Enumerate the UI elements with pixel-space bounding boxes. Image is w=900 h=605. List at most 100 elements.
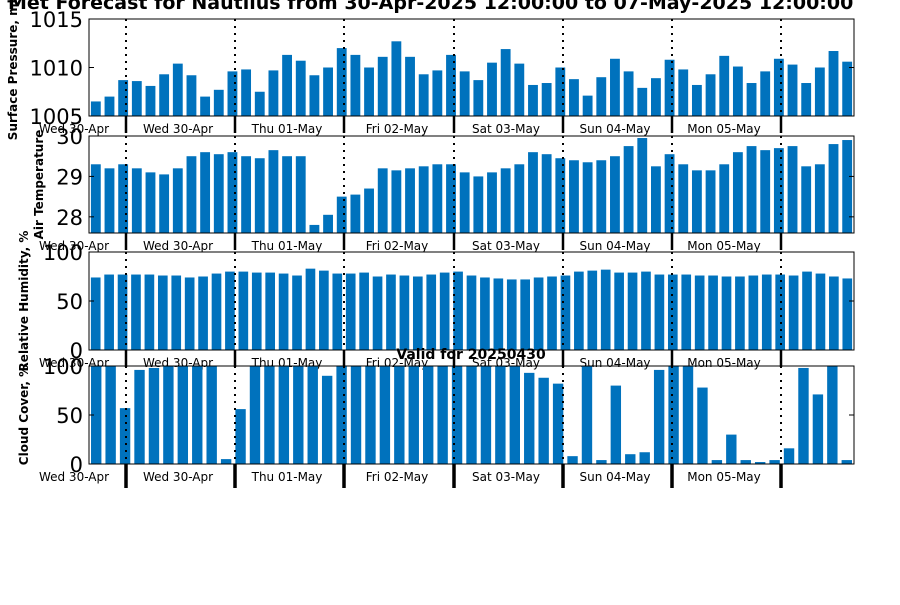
- bar: [773, 148, 784, 233]
- bar: [145, 172, 156, 233]
- bar: [667, 274, 678, 350]
- bar: [225, 271, 235, 350]
- bar: [814, 67, 825, 116]
- bar: [391, 41, 402, 117]
- bar: [726, 434, 737, 464]
- bar: [131, 81, 142, 116]
- bar: [719, 164, 730, 233]
- bar: [746, 146, 757, 233]
- bar: [192, 366, 203, 464]
- bar: [295, 156, 306, 233]
- y-axis-label: Relative Humidity, %: [17, 231, 31, 372]
- bar: [104, 96, 115, 116]
- day-label: Sun 04-May: [579, 122, 650, 136]
- y-tick-label: 1010: [30, 57, 83, 81]
- bar: [480, 366, 492, 464]
- bar: [654, 274, 665, 350]
- bar: [681, 274, 692, 350]
- bar: [405, 168, 415, 233]
- bar: [321, 375, 333, 464]
- bar: [555, 67, 566, 116]
- bar: [506, 279, 517, 350]
- bar: [614, 272, 624, 350]
- y-tick-label: 28: [56, 206, 83, 230]
- bar: [473, 80, 484, 116]
- bar: [309, 75, 320, 116]
- bar: [278, 366, 290, 464]
- bar: [159, 174, 170, 233]
- bar: [91, 366, 102, 464]
- bar: [336, 366, 347, 464]
- bar: [118, 164, 129, 233]
- bar: [541, 83, 552, 116]
- day-label: Sat 03-May: [472, 239, 540, 253]
- bar: [105, 366, 116, 464]
- bar: [157, 275, 168, 350]
- bar: [514, 63, 525, 116]
- bar: [802, 271, 812, 350]
- bar: [372, 276, 383, 350]
- bar: [364, 67, 374, 116]
- bar: [721, 276, 732, 350]
- bar: [520, 279, 531, 350]
- bar: [423, 366, 434, 464]
- bar: [418, 74, 429, 116]
- bar: [769, 460, 780, 464]
- bar: [451, 366, 463, 464]
- bar: [104, 274, 114, 350]
- bar: [241, 69, 252, 116]
- y-tick-label: 50: [56, 290, 83, 314]
- bar: [787, 146, 798, 233]
- bar: [265, 272, 276, 350]
- figure-title: Met Forecast for Nautilus from 30-Apr-20…: [8, 0, 853, 14]
- bar: [705, 170, 716, 233]
- bar: [405, 56, 415, 116]
- bar: [678, 69, 689, 116]
- day-label: Sun 04-May: [579, 470, 650, 484]
- y-tick-label: 30: [56, 125, 83, 149]
- bar: [186, 156, 197, 233]
- bar: [399, 275, 410, 350]
- bar: [610, 385, 622, 464]
- bar: [213, 154, 224, 233]
- bar: [760, 150, 771, 233]
- bar: [691, 84, 702, 116]
- bar: [377, 56, 388, 116]
- bar: [801, 83, 812, 116]
- bar: [509, 366, 520, 464]
- panel-3: 0 50 100 Relative Humidity, % Wed 30-Apr Wed …: [17, 231, 855, 372]
- bar: [610, 156, 620, 233]
- bar: [359, 272, 369, 350]
- bar: [206, 366, 217, 464]
- bar: [637, 138, 648, 233]
- bar: [760, 71, 771, 116]
- bar: [437, 366, 448, 464]
- bar: [227, 152, 238, 233]
- bar: [487, 62, 497, 116]
- bar: [365, 366, 376, 464]
- day-label: Mon 05-May: [687, 356, 761, 370]
- bar: [144, 274, 155, 350]
- bar: [200, 152, 211, 233]
- bar: [172, 168, 183, 233]
- bar: [345, 273, 356, 350]
- y-axis-label: Air Temperature: [32, 130, 46, 240]
- bar: [118, 80, 129, 116]
- bar: [541, 154, 552, 233]
- bar: [172, 63, 183, 116]
- bar: [623, 71, 634, 116]
- bar: [569, 160, 579, 233]
- bar: [117, 274, 128, 350]
- bar: [596, 160, 607, 233]
- bar: [524, 372, 535, 464]
- bar: [500, 168, 511, 233]
- day-label: Mon 05-May: [687, 470, 761, 484]
- bar: [637, 87, 648, 116]
- bar: [446, 164, 456, 233]
- y-tick-label: 100: [43, 355, 83, 379]
- axes-frame: [88, 135, 855, 234]
- bar: [569, 79, 579, 116]
- bar: [842, 61, 853, 116]
- bar: [639, 452, 650, 464]
- day-label: Sat 03-May: [472, 470, 540, 484]
